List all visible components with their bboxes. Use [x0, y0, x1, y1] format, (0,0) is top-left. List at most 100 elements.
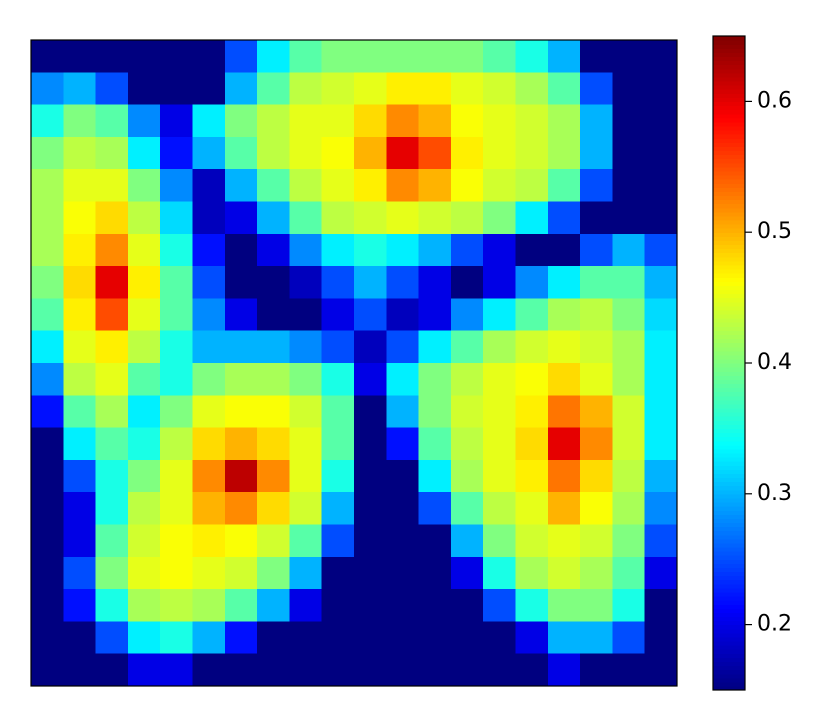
- heatmap-cell: [483, 72, 517, 106]
- colorbar-segment: [713, 76, 745, 82]
- colorbar-segment: [713, 600, 745, 605]
- colorbar-segment: [713, 542, 745, 548]
- heatmap-cell: [95, 653, 129, 687]
- heatmap-cell: [127, 653, 161, 687]
- heatmap-cell: [580, 653, 613, 687]
- colorbar-segment: [713, 142, 745, 147]
- colorbar-segment: [713, 591, 745, 597]
- colorbar-segment: [713, 338, 745, 344]
- heatmap-cell: [224, 72, 258, 106]
- colorbar-segment: [713, 252, 745, 258]
- colorbar-segment: [713, 604, 745, 609]
- heatmap-cell: [354, 395, 387, 429]
- colorbar-segment: [713, 130, 745, 135]
- heatmap-cell: [321, 72, 355, 106]
- colorbar-segment: [713, 326, 745, 331]
- heatmap-cell: [160, 136, 194, 170]
- colorbar-segment: [713, 424, 745, 429]
- colorbar-segment: [713, 154, 745, 160]
- heatmap-cell: [192, 589, 226, 622]
- colorbar-segment: [713, 93, 745, 98]
- heatmap-cell: [580, 589, 613, 622]
- colorbar-segment: [713, 371, 745, 376]
- heatmap-cell: [289, 589, 323, 622]
- heatmap-cell: [580, 395, 613, 429]
- heatmap: [31, 40, 678, 687]
- heatmap-cell: [418, 201, 452, 235]
- heatmap-cell: [257, 492, 290, 526]
- heatmap-cell: [63, 492, 97, 526]
- colorbar-segment: [713, 587, 745, 593]
- heatmap-cell: [418, 136, 452, 170]
- heatmap-cell: [321, 556, 355, 590]
- colorbar-segment: [713, 608, 745, 613]
- heatmap-cell: [257, 556, 290, 590]
- colorbar-segment: [713, 407, 745, 413]
- colorbar-segment: [713, 89, 745, 94]
- colorbar-segment: [713, 620, 745, 626]
- heatmap-cell: [354, 556, 387, 590]
- heatmap-cell: [31, 266, 64, 299]
- colorbar-tick-label: 0.3: [757, 481, 792, 506]
- colorbar-segment: [713, 97, 745, 102]
- heatmap-cell: [580, 136, 613, 170]
- colorbar-segment: [713, 518, 745, 524]
- heatmap-cell: [612, 589, 646, 622]
- heatmap-cell: [224, 589, 258, 622]
- heatmap-cell: [289, 653, 323, 687]
- heatmap-cell: [63, 621, 97, 655]
- colorbar-segment: [713, 179, 745, 184]
- heatmap-cell: [127, 104, 161, 138]
- heatmap-cell: [257, 136, 290, 170]
- heatmap-cell: [257, 72, 290, 106]
- heatmap-cell: [321, 492, 355, 526]
- colorbar-segment: [713, 669, 745, 675]
- heatmap-cell: [257, 233, 290, 267]
- heatmap-cell: [257, 621, 290, 655]
- colorbar-segment: [713, 207, 745, 213]
- heatmap-cell: [224, 201, 258, 235]
- colorbar-segment: [713, 36, 745, 41]
- heatmap-cell: [450, 136, 484, 170]
- heatmap-cell: [450, 330, 484, 364]
- heatmap-cell: [386, 298, 420, 332]
- colorbar-segment: [713, 215, 745, 221]
- heatmap-cell: [483, 104, 517, 138]
- heatmap-cell: [192, 104, 226, 138]
- heatmap-cell: [612, 169, 646, 203]
- heatmap-cell: [612, 427, 646, 461]
- heatmap-cell: [257, 169, 290, 203]
- heatmap-cell: [192, 524, 226, 558]
- heatmap-cell: [127, 427, 161, 461]
- heatmap-cell: [63, 169, 97, 203]
- heatmap-cell: [483, 330, 517, 364]
- heatmap-cell: [580, 298, 613, 332]
- heatmap-cell: [160, 621, 194, 655]
- colorbar-segment: [713, 510, 745, 515]
- colorbar-segment: [713, 40, 745, 45]
- heatmap-cell: [257, 266, 290, 299]
- heatmap-cell: [192, 492, 226, 526]
- heatmap-cell: [95, 298, 129, 332]
- heatmap-cell: [160, 492, 194, 526]
- colorbar-segment: [713, 350, 745, 356]
- heatmap-cell: [386, 330, 420, 364]
- heatmap-cell: [160, 266, 194, 299]
- heatmap-cell: [160, 363, 194, 396]
- heatmap-cell: [612, 653, 646, 687]
- heatmap-cell: [386, 266, 420, 299]
- heatmap-cell: [95, 363, 129, 396]
- heatmap-cell: [95, 104, 129, 138]
- heatmap-cell: [160, 427, 194, 461]
- colorbar-segment: [713, 461, 745, 466]
- heatmap-cell: [515, 104, 549, 138]
- heatmap-cell: [644, 201, 678, 235]
- colorbar-segment: [713, 444, 745, 450]
- heatmap-cell: [289, 524, 323, 558]
- heatmap-cell: [386, 395, 420, 429]
- heatmap-cell: [386, 459, 420, 493]
- heatmap-cell: [483, 621, 517, 655]
- colorbar-segment: [713, 412, 745, 417]
- colorbar-segment: [713, 48, 745, 53]
- heatmap-cell: [257, 330, 290, 364]
